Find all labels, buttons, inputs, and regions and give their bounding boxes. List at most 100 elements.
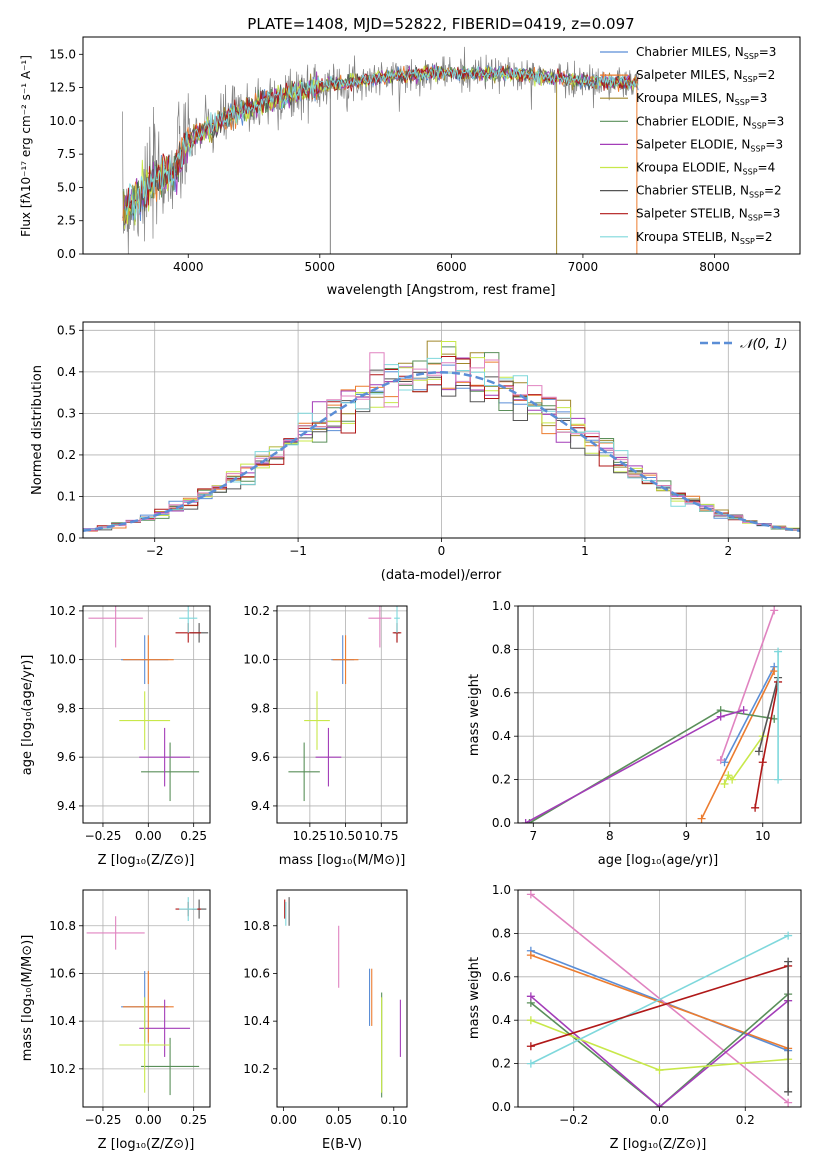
- mass-weight-line-1: [700, 670, 775, 820]
- x-tick-label: 8000: [699, 260, 730, 274]
- x-tick-label: 0.00: [270, 1113, 297, 1127]
- x-tick-label: 8: [606, 829, 614, 843]
- x-tick-label: 10.25: [293, 829, 327, 843]
- y-tick-label: 0.3: [57, 406, 76, 420]
- panel-4-frame: [517, 605, 802, 824]
- panel-7-axes: −0.2 0.0 0.2 0.0 0.2 0.4 0.6 0.8 1.0: [492, 883, 801, 1127]
- y-tick-label: 0.2: [492, 773, 511, 787]
- mw-age-xlabel: age [log₁₀(age/yr)]: [598, 853, 719, 868]
- y-tick-label: 10.0: [49, 114, 76, 128]
- mass-weight-marker: [526, 1042, 535, 1051]
- y-tick-label: 5.0: [57, 180, 76, 194]
- panel-1-axes: −2 −1 0 1 2 0.0 0.1 0.2 0.3 0.4 0.5: [57, 322, 800, 558]
- legend-label-4: Salpeter ELODIE, NSSP=3: [636, 137, 783, 153]
- mass-weight-marker: [784, 957, 793, 966]
- mass-weight-line-6: [530, 934, 789, 1065]
- age-mass-xlabel: mass [log₁₀(M/M⊙)]: [279, 853, 406, 868]
- panel-4-plot-area: [521, 606, 783, 823]
- legend-label-0: Chabrier MILES, NSSP=3: [636, 45, 776, 61]
- mass-weight-marker: [716, 756, 725, 765]
- y-tick-label: 10.8: [243, 919, 270, 933]
- panel-1-frame: [82, 321, 801, 539]
- y-tick-label: 7.5: [57, 147, 76, 161]
- panel-0-axes: 4000 5000 6000 7000 8000 0.0 2.5 5.0 7.5 10.0 12.5…: [49, 47, 729, 274]
- x-tick-label: 7: [529, 829, 537, 843]
- y-tick-label: 12.5: [49, 81, 76, 95]
- panel-5-frame: [82, 889, 211, 1108]
- y-tick-label: 10.2: [243, 604, 270, 618]
- x-tick-label: 4000: [173, 260, 204, 274]
- panel-5-axes: −0.25 0.00 0.25 10.2 10.4 10.6 10.8: [49, 890, 210, 1127]
- y-tick-label: 10.8: [49, 919, 76, 933]
- y-tick-label: 0.2: [492, 1057, 511, 1071]
- mass-weight-marker: [724, 771, 733, 780]
- mass-weight-marker: [655, 1103, 664, 1107]
- spectrum-ylabel: Flux [fλ10⁻¹⁷ erg cm⁻² s⁻¹ A⁻¹]: [19, 55, 33, 237]
- y-tick-label: 10.6: [243, 966, 270, 980]
- model-line-7: [124, 65, 639, 210]
- mass-z-ylabel: mass [log₁₀(M/M⊙)]: [20, 935, 35, 1062]
- panel-0-plot-area: [122, 46, 639, 254]
- mass-weight-marker: [526, 992, 535, 1001]
- model-line-5: [123, 65, 639, 230]
- mass-weight-marker: [521, 819, 530, 823]
- mass-weight-marker: [784, 1087, 793, 1096]
- panel-3-plot-area: [288, 606, 402, 802]
- x-tick-label: 0.2: [736, 1113, 755, 1127]
- age-z-ylabel: age [log₁₀(age/yr)]: [20, 655, 35, 776]
- mass-weight-line-0: [530, 950, 789, 1052]
- y-tick-label: 1.0: [492, 883, 511, 897]
- y-tick-label: 0.4: [492, 729, 511, 743]
- y-tick-label: 0.8: [492, 926, 511, 940]
- x-tick-label: 0.00: [135, 1113, 162, 1127]
- y-tick-label: 0.4: [57, 365, 76, 379]
- y-tick-label: 1.0: [492, 599, 511, 613]
- model-line-6: [124, 65, 638, 226]
- x-tick-label: 7000: [568, 260, 599, 274]
- mass-weight-marker: [784, 1098, 793, 1107]
- mass-weight-marker: [526, 951, 535, 960]
- x-tick-label: −0.25: [85, 829, 122, 843]
- x-tick-label: −0.2: [559, 1113, 588, 1127]
- x-tick-label: 0.00: [135, 829, 162, 843]
- x-tick-label: 10.50: [328, 829, 362, 843]
- y-tick-label: 9.6: [251, 750, 270, 764]
- mass-weight-line-6: [758, 677, 779, 752]
- y-tick-label: 0.4: [492, 1013, 511, 1027]
- mass-weight-marker: [697, 814, 706, 823]
- x-tick-label: −2: [146, 544, 164, 558]
- mw-z-ylabel: mass weight: [467, 957, 482, 1039]
- mass-weight-marker: [751, 803, 760, 812]
- y-tick-label: 9.4: [251, 799, 270, 813]
- y-tick-label: 2.5: [57, 214, 76, 228]
- legend-label-7: Salpeter STELIB, NSSP=3: [636, 207, 780, 223]
- mass-weight-marker: [728, 775, 737, 784]
- mass-weight-marker: [770, 667, 779, 676]
- mw-z-xlabel: Z [log₁₀(Z/Z⊙)]: [610, 1137, 707, 1152]
- residual-xlabel: (data-model)/error: [381, 568, 502, 583]
- mass-weight-line-2: [530, 893, 789, 1104]
- mw-age-ylabel: mass weight: [467, 674, 482, 756]
- y-tick-label: 10.2: [243, 1062, 270, 1076]
- panel-6-frame: [276, 889, 408, 1108]
- mass-weight-marker: [758, 758, 767, 767]
- x-tick-label: 0.25: [180, 829, 207, 843]
- panel-2-frame: [82, 605, 211, 824]
- x-tick-label: 6000: [436, 260, 467, 274]
- panel-6-axes: 0.00 0.05 0.10 10.2 10.4 10.6 10.8: [243, 919, 407, 1127]
- mass-weight-line-2: [719, 610, 775, 761]
- mass-weight-marker: [526, 1059, 535, 1068]
- mass-weight-marker: [716, 712, 725, 721]
- x-tick-label: −1: [289, 544, 307, 558]
- y-tick-label: 10.6: [49, 966, 76, 980]
- y-tick-label: 9.8: [57, 701, 76, 715]
- y-tick-label: 0.6: [492, 970, 511, 984]
- y-tick-label: 0.2: [57, 448, 76, 462]
- y-tick-label: 10.2: [49, 1062, 76, 1076]
- y-tick-label: 10.4: [49, 1014, 76, 1028]
- x-tick-label: 0.0: [650, 1113, 669, 1127]
- panel-5-plot-area: [86, 897, 207, 1096]
- legend-label-normal: 𝒩(0, 1): [740, 337, 787, 352]
- y-tick-label: 15.0: [49, 47, 76, 61]
- mass-weight-marker: [720, 779, 729, 788]
